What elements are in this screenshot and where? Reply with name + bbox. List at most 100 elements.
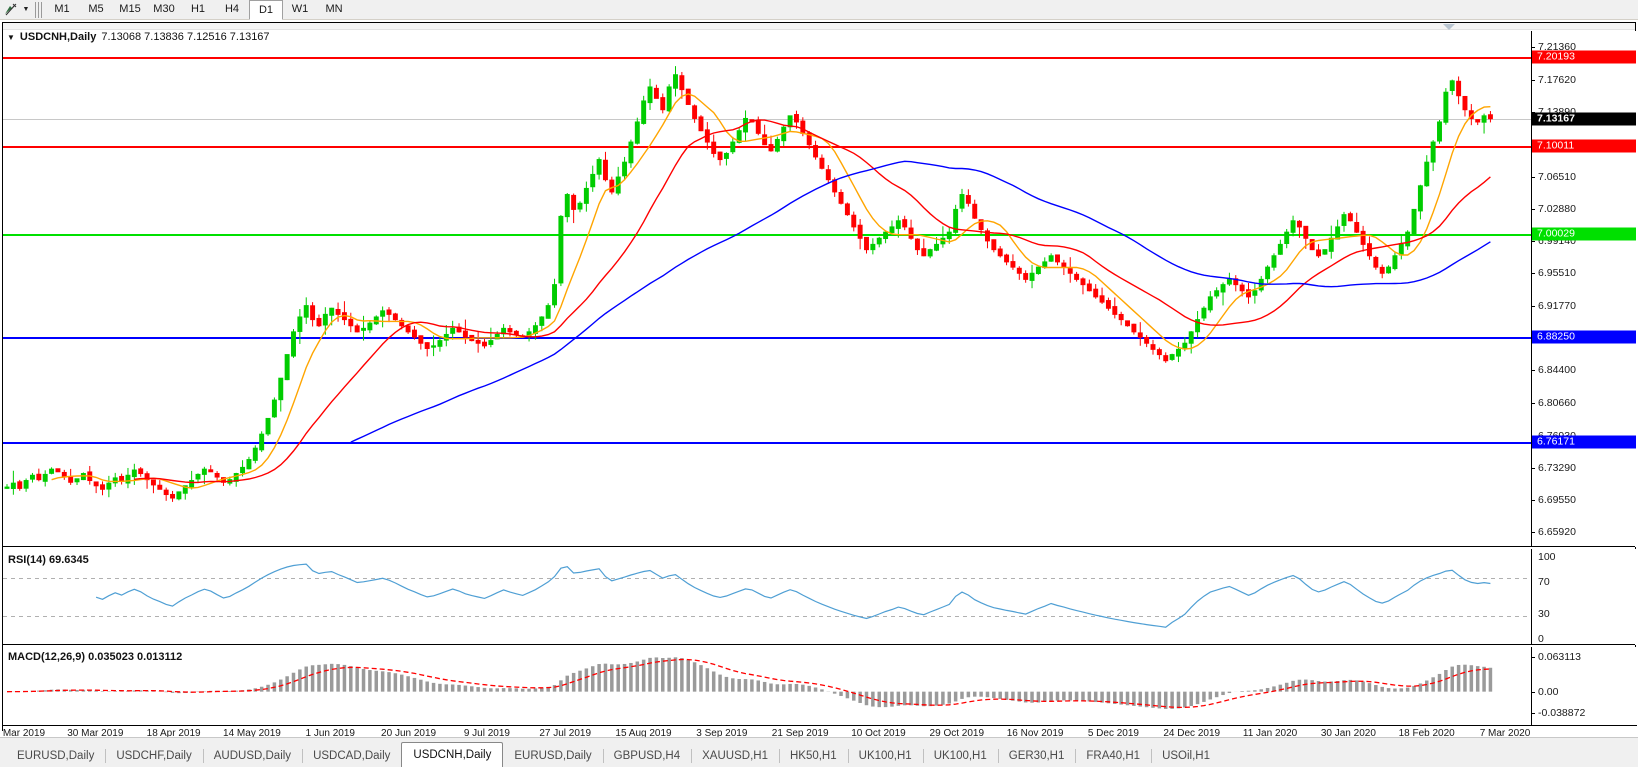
price-axis-label: 6.91770 <box>1538 299 1576 312</box>
date-axis-label: 24 Dec 2019 <box>1163 728 1221 739</box>
rsi-plot-region[interactable]: RSI(14) 69.6345 <box>3 549 1531 645</box>
price-chip-resistance-line[interactable]: 7.10011 <box>1532 139 1636 153</box>
pane-divider-2[interactable] <box>3 644 1635 645</box>
price-axis-label: 6.84400 <box>1538 364 1576 377</box>
timeframe-m15[interactable]: M15 <box>119 3 141 15</box>
chart-tab-uk100-h1[interactable]: UK100,H1 <box>847 745 923 767</box>
price-axis-label: 6.73290 <box>1538 461 1576 474</box>
chart-ohlc-values: 7.13068 7.13836 7.12516 7.13167 <box>101 31 270 43</box>
price-axis-tick <box>1532 467 1535 469</box>
chart-tab-usoil-h1[interactable]: USOil,H1 <box>1151 745 1221 767</box>
timeframe-w1[interactable]: W1 <box>291 3 309 15</box>
chart-tab-bar[interactable]: EURUSD,Daily USDCHF,Daily AUDUSD,Daily USDC… <box>0 737 1638 767</box>
chevron-down-icon[interactable]: ▼ <box>22 6 30 13</box>
macd-axis-label: -0.038872 <box>1538 707 1586 719</box>
chart-area[interactable]: ▼ USDCNH,Daily 7.13068 7.13836 7.12516 7… <box>0 22 1637 741</box>
rsi-pane[interactable]: RSI(14) 69.6345 100 70 30 0 <box>3 549 1637 645</box>
moving-average-ma-fast <box>51 93 1491 489</box>
date-axis-label: 29 Oct 2019 <box>929 728 985 739</box>
price-axis-label: 6.95510 <box>1538 267 1576 280</box>
macd-pane[interactable]: MACD(12,26,9) 0.035023 0.013112 0.063113… <box>3 647 1637 725</box>
triangle-down-icon[interactable]: ▼ <box>7 32 15 42</box>
chart-tab-usdcnh-daily[interactable]: USDCNH,Daily <box>401 742 504 767</box>
level-line-support-line[interactable] <box>3 336 1531 339</box>
timeframe-d1[interactable]: D1 <box>249 0 283 20</box>
price-chip-support-line[interactable]: 6.88250 <box>1532 330 1636 344</box>
rsi-axis-label: 30 <box>1538 608 1550 621</box>
chart-tab-uk100-h1[interactable]: UK100,H1 <box>922 745 998 767</box>
macd-indicator-label: MACD(12,26,9) 0.035023 0.013112 <box>8 651 183 663</box>
macd-axis-label: 0.00 <box>1538 685 1559 698</box>
price-axis-tick <box>1532 305 1535 307</box>
chart-symbol-header: ▼ USDCNH,Daily 7.13068 7.13836 7.12516 7… <box>7 31 270 43</box>
pane-divider-1[interactable] <box>3 546 1635 547</box>
date-axis-label: 10 Oct 2019 <box>851 728 906 739</box>
chart-tab-fra40-h1[interactable]: FRA40,H1 <box>1075 745 1151 767</box>
chart-tab-usdcad-daily[interactable]: USDCAD,Daily <box>302 745 401 767</box>
date-axis-label: 21 Sep 2019 <box>771 728 829 739</box>
date-axis-label: 5 Dec 2019 <box>1087 728 1139 739</box>
macd-plot-region[interactable]: MACD(12,26,9) 0.035023 0.013112 <box>3 647 1531 725</box>
rsi-level-30-line <box>3 616 1531 617</box>
date-axis-label: 30 Mar 2019 <box>67 728 124 739</box>
price-axis-tick <box>1532 208 1535 210</box>
level-line-resistance-line[interactable] <box>3 146 1531 149</box>
chart-tab-eurusd-daily[interactable]: EURUSD,Daily <box>17 750 95 762</box>
price-chip-last-price[interactable]: 7.13167 <box>1532 112 1636 126</box>
price-chip-support-line[interactable]: 6.76171 <box>1532 435 1636 449</box>
price-axis-label: 7.06510 <box>1538 170 1576 183</box>
timeframe-h1[interactable]: H1 <box>190 3 206 15</box>
date-axis-label: 15 Aug 2019 <box>615 728 672 739</box>
chart-tab-gbpusd-h4[interactable]: GBPUSD,H4 <box>602 745 691 767</box>
rsi-level-70-line <box>3 578 1531 579</box>
date-axis-label: 3 Sep 2019 <box>696 728 748 739</box>
candlestick-series <box>4 66 1493 502</box>
macd-axis-label: 0.063113 <box>1538 651 1582 663</box>
rsi-axis-label: 0 <box>1538 633 1544 645</box>
chart-tab-hk50-h1[interactable]: HK50,H1 <box>778 745 848 767</box>
date-axis-label: 27 Jul 2019 <box>539 728 592 739</box>
chart-tab-ger30-h1[interactable]: GER30,H1 <box>997 745 1076 767</box>
timeframe-m5[interactable]: M5 <box>88 3 104 15</box>
price-axis-label: 6.69550 <box>1538 494 1576 507</box>
main-toolbar: ▼ M1 M5 M15 M30 H1 H4 D1 W1 MN <box>0 0 1638 20</box>
price-chip-pivot-line[interactable]: 7.00029 <box>1532 227 1636 241</box>
price-axis-tick <box>1532 176 1535 178</box>
timeframe-m30[interactable]: M30 <box>153 3 175 15</box>
price-axis-tick <box>1532 403 1535 405</box>
scrollbar-thumb-icon[interactable] <box>1443 24 1455 30</box>
chart-tab-xauusd-h1[interactable]: XAUUSD,H1 <box>691 745 779 767</box>
level-line-support-line[interactable] <box>3 442 1531 445</box>
timeframe-h4[interactable]: H4 <box>224 3 240 15</box>
date-axis-label: 9 Jul 2019 <box>463 728 510 739</box>
price-axis-label: 7.17620 <box>1538 73 1576 86</box>
drag-grip-icon[interactable] <box>35 1 42 18</box>
price-axis-tick <box>1532 241 1535 243</box>
macd-axis-tick <box>1532 713 1535 714</box>
price-pane[interactable]: 7.213607.176207.138907.065107.028806.991… <box>3 31 1637 547</box>
macd-series <box>6 657 1493 709</box>
macd-axis-tick <box>1532 691 1535 693</box>
level-line-resistance-line[interactable] <box>3 57 1531 60</box>
timeframe-m1[interactable]: M1 <box>54 3 70 15</box>
date-axis-label: 11 Jan 2020 <box>1242 728 1298 739</box>
level-line-pivot-line[interactable] <box>3 233 1531 236</box>
chart-tab-usdchf-daily[interactable]: USDCHF,Daily <box>105 745 202 767</box>
price-axis-tick <box>1532 79 1535 81</box>
price-plot-region[interactable] <box>3 31 1531 547</box>
chart-horizontal-scrollbar[interactable] <box>3 23 1635 30</box>
price-chip-resistance-line[interactable]: 7.20193 <box>1532 50 1636 64</box>
chart-tab-eurusd-daily[interactable]: EURUSD,Daily <box>514 750 592 762</box>
date-axis-label: 20 Jun 2019 <box>381 728 437 739</box>
timeframe-mn[interactable]: MN <box>325 3 343 15</box>
chart-tab-audusd-daily[interactable]: AUDUSD,Daily <box>202 745 302 767</box>
price-axis[interactable]: 7.213607.176207.138907.065107.028806.991… <box>1531 31 1637 547</box>
date-axis-label: 30 Jan 2020 <box>1320 728 1376 739</box>
rsi-axis-label: 70 <box>1538 575 1550 588</box>
macd-axis[interactable]: 0.063113 0.00 -0.038872 <box>1531 647 1637 725</box>
macd-signal-line <box>6 658 1491 709</box>
toolbar-left-group: ▼ <box>0 1 45 19</box>
rsi-axis[interactable]: 100 70 30 0 <box>1531 549 1637 645</box>
crosshair-cursor-icon[interactable] <box>2 1 20 19</box>
